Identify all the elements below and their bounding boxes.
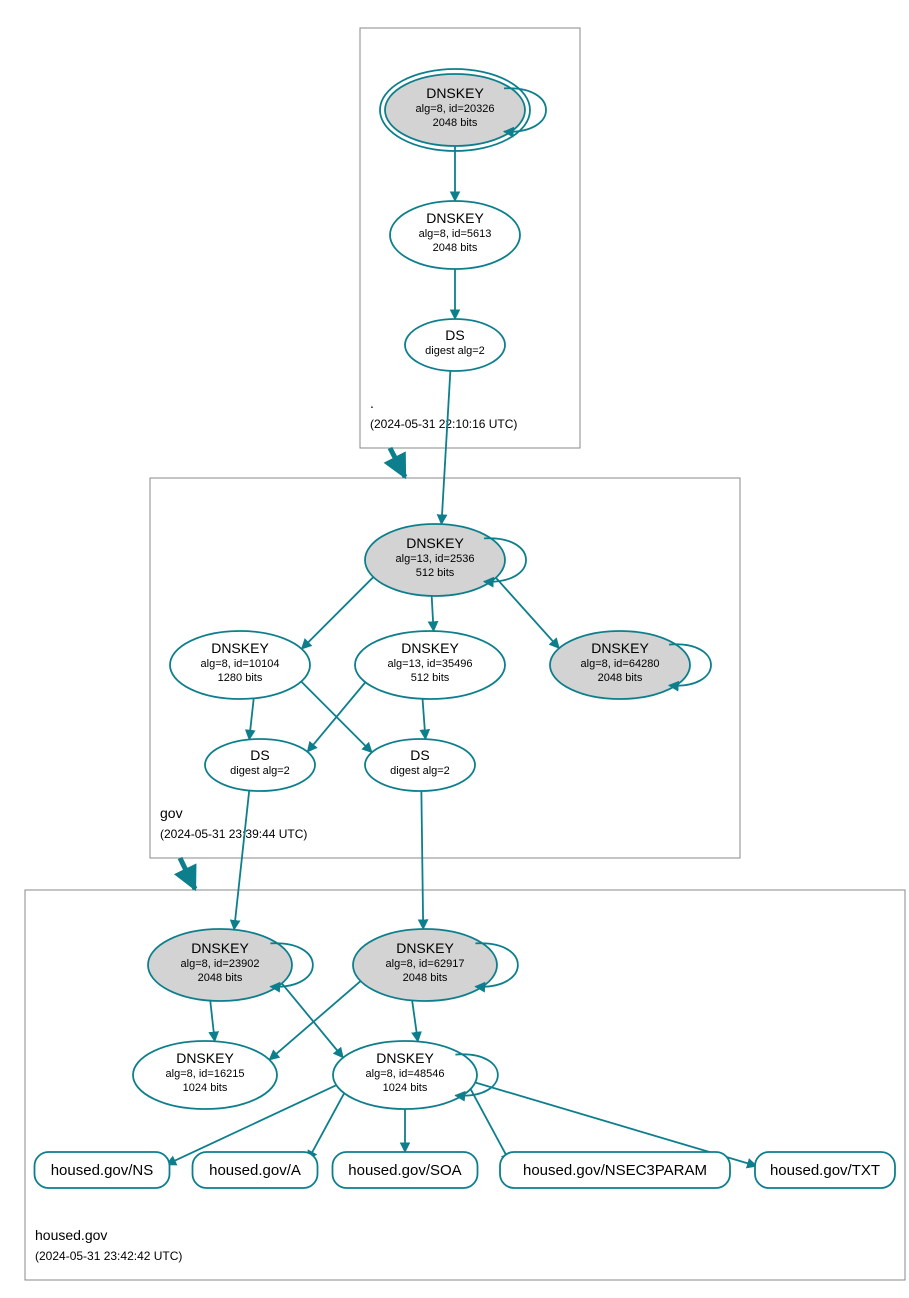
node-text: DS (445, 327, 464, 343)
node-text: 1024 bits (183, 1082, 228, 1094)
node-text: digest alg=2 (390, 765, 450, 777)
node-text: alg=8, id=20326 (416, 103, 495, 115)
record-node: housed.gov/NS (35, 1152, 170, 1188)
zone-arrow (390, 448, 405, 477)
edge (234, 790, 249, 929)
edge (421, 791, 423, 929)
dnskey-node: DNSKEY alg=8, id=5613 2048 bits (390, 201, 520, 269)
node-text: alg=13, id=35496 (387, 658, 472, 670)
node-text: DNSKEY (176, 1050, 234, 1066)
dnskey-node: DNSKEY alg=8, id=16215 1024 bits (133, 1041, 277, 1109)
edge (302, 577, 374, 649)
node-text: DNSKEY (591, 640, 649, 656)
zone-time: (2024-05-31 23:39:44 UTC) (160, 827, 307, 841)
node-text: DNSKEY (211, 640, 269, 656)
node-text: DNSKEY (376, 1050, 434, 1066)
record-node: housed.gov/TXT (755, 1152, 895, 1188)
record-node: housed.gov/SOA (333, 1152, 478, 1188)
node-text: DS (250, 747, 269, 763)
edge (308, 1093, 344, 1160)
ds-node: DS digest alg=2 (365, 739, 475, 791)
node-text: alg=8, id=64280 (581, 658, 660, 670)
node-text: DNSKEY (396, 940, 454, 956)
record-node: housed.gov/NSEC3PARAM (500, 1152, 730, 1188)
zone-time: (2024-05-31 23:42:42 UTC) (35, 1249, 182, 1263)
record-label: housed.gov/NS (51, 1162, 154, 1179)
edge (269, 981, 360, 1060)
dnskey-node: DNSKEY alg=8, id=10104 1280 bits (170, 631, 310, 699)
edge (307, 682, 365, 752)
node-text: DNSKEY (426, 85, 484, 101)
record-label: housed.gov/NSEC3PARAM (523, 1162, 707, 1179)
zone-label: gov (160, 805, 183, 821)
record-label: housed.gov/TXT (770, 1162, 880, 1179)
node-text: 512 bits (416, 567, 455, 579)
node-text: 2048 bits (598, 672, 643, 684)
record-node: housed.gov/A (193, 1152, 318, 1188)
edge (423, 699, 426, 739)
node-text: 1024 bits (383, 1082, 428, 1094)
node-text: 2048 bits (433, 117, 478, 129)
node-text: alg=8, id=16215 (166, 1068, 245, 1080)
node-text: 2048 bits (433, 242, 478, 254)
node-text: 2048 bits (403, 972, 448, 984)
dnskey-node: DNSKEY alg=8, id=48546 1024 bits (333, 1041, 498, 1109)
zone-time: (2024-05-31 22:10:16 UTC) (370, 417, 517, 431)
zone-label: . (370, 395, 374, 411)
node-text: DNSKEY (191, 940, 249, 956)
edge (282, 983, 343, 1057)
zone-arrow (180, 858, 195, 889)
node-text: 512 bits (411, 672, 450, 684)
edge (432, 596, 434, 631)
edge (412, 1000, 418, 1041)
ds-node: DS digest alg=2 (205, 739, 315, 791)
node-text: digest alg=2 (230, 765, 290, 777)
zone-label: housed.gov (35, 1227, 107, 1243)
node-text: DS (410, 747, 429, 763)
edge (249, 698, 254, 739)
node-text: alg=13, id=2536 (396, 553, 475, 565)
record-label: housed.gov/A (209, 1162, 301, 1179)
dnskey-node: DNSKEY alg=8, id=20326 2048 bits (380, 69, 546, 151)
node-text: DNSKEY (401, 640, 459, 656)
node-text: DNSKEY (406, 535, 464, 551)
node-text: digest alg=2 (425, 345, 485, 357)
record-label: housed.gov/SOA (348, 1162, 461, 1179)
node-text: 2048 bits (198, 972, 243, 984)
dnskey-node: DNSKEY alg=13, id=35496 512 bits (355, 631, 505, 699)
node-text: alg=8, id=62917 (386, 958, 465, 970)
edge (496, 578, 559, 648)
ds-node: DS digest alg=2 (405, 319, 505, 371)
dnskey-node: DNSKEY alg=8, id=64280 2048 bits (550, 631, 711, 699)
node-text: alg=8, id=23902 (181, 958, 260, 970)
edge (471, 1089, 511, 1163)
edge (210, 1001, 214, 1042)
node-text: alg=8, id=48546 (366, 1068, 445, 1080)
node-text: 1280 bits (218, 672, 263, 684)
dnskey-node: DNSKEY alg=8, id=62917 2048 bits (353, 929, 518, 1001)
dnssec-diagram: . (2024-05-31 22:10:16 UTC) gov (2024-05-31… (10, 10, 909, 1288)
node-text: DNSKEY (426, 210, 484, 226)
node-text: alg=8, id=5613 (419, 228, 492, 240)
node-text: alg=8, id=10104 (201, 658, 280, 670)
